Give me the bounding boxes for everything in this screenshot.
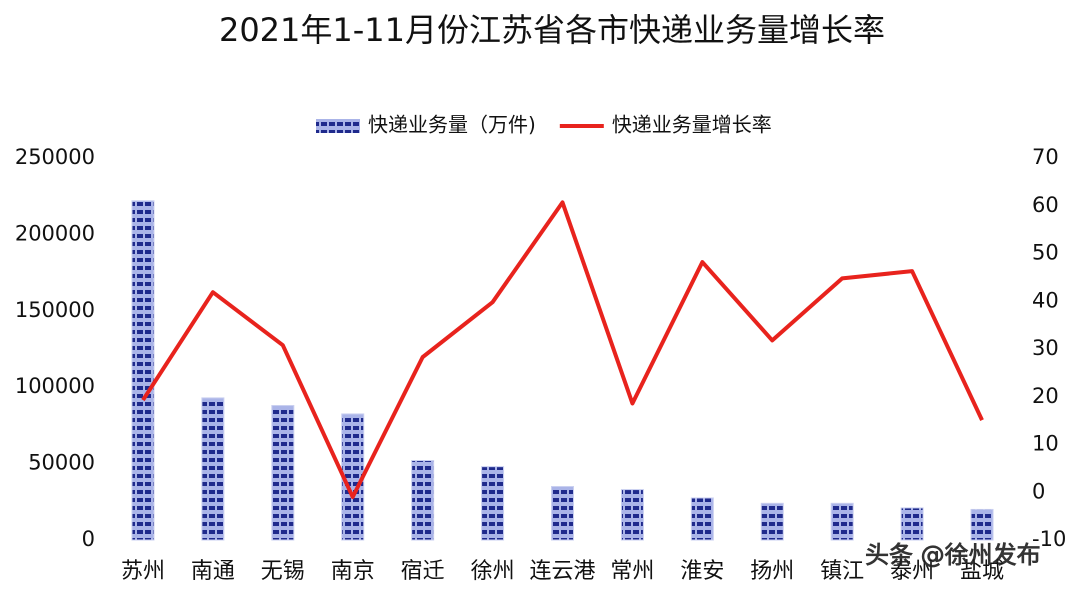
y2-tick-label: 30 [1032,336,1059,360]
bar [411,460,435,541]
y2-tick-label: -10 [1032,527,1066,551]
legend-label: 快递业务量增长率 [612,113,772,137]
y2-tick-label: 60 [1032,193,1059,217]
y2-tick-label: 70 [1032,145,1059,169]
bar [970,508,994,541]
y-tick-label: 100000 [15,374,95,398]
x-tick-label: 苏州 [121,559,165,584]
bar [271,405,295,541]
bar [830,502,854,541]
legend-label: 快递业务量（万件) [368,113,536,137]
x-tick-label: 镇江 [820,559,864,584]
y-tick-label: 250000 [15,145,95,169]
bar [551,486,574,541]
x-tick-label: 泰州 [890,559,934,584]
bar [620,489,644,541]
y2-tick-label: 20 [1032,384,1059,408]
x-tick-label: 宿迁 [401,559,445,584]
line [141,200,984,500]
y2-tick-label: 40 [1032,288,1059,312]
x-tick-label: 南通 [191,559,235,584]
bar [481,466,505,541]
bar [690,497,714,541]
bar [760,502,784,541]
bar [201,397,225,541]
y-tick-label: 0 [82,527,95,551]
y2-tick-label: 0 [1032,479,1045,503]
x-tick-label: 徐州 [471,559,515,584]
x-tick-label: 常州 [610,559,654,584]
y-tick-label: 150000 [15,298,95,322]
bar [131,200,155,541]
x-tick-label: 连云港 [529,559,595,584]
chart-title: 2021年1-11月份江苏省各市快递业务量增长率 [219,11,885,49]
x-tick-label: 无锡 [261,559,305,584]
y2-tick-label: 10 [1032,432,1059,456]
y-tick-label: 50000 [28,451,95,475]
x-tick-label: 盐城 [960,559,1004,584]
y-tick-label: 200000 [15,221,95,245]
bar [900,507,924,541]
x-tick-label: 扬州 [750,559,794,584]
x-tick-label: 淮安 [680,559,724,584]
legend-swatch [316,119,360,133]
y2-tick-label: 50 [1032,241,1059,265]
x-tick-label: 南京 [331,559,375,584]
watermark: 头条 @徐州发布 [865,541,1041,569]
